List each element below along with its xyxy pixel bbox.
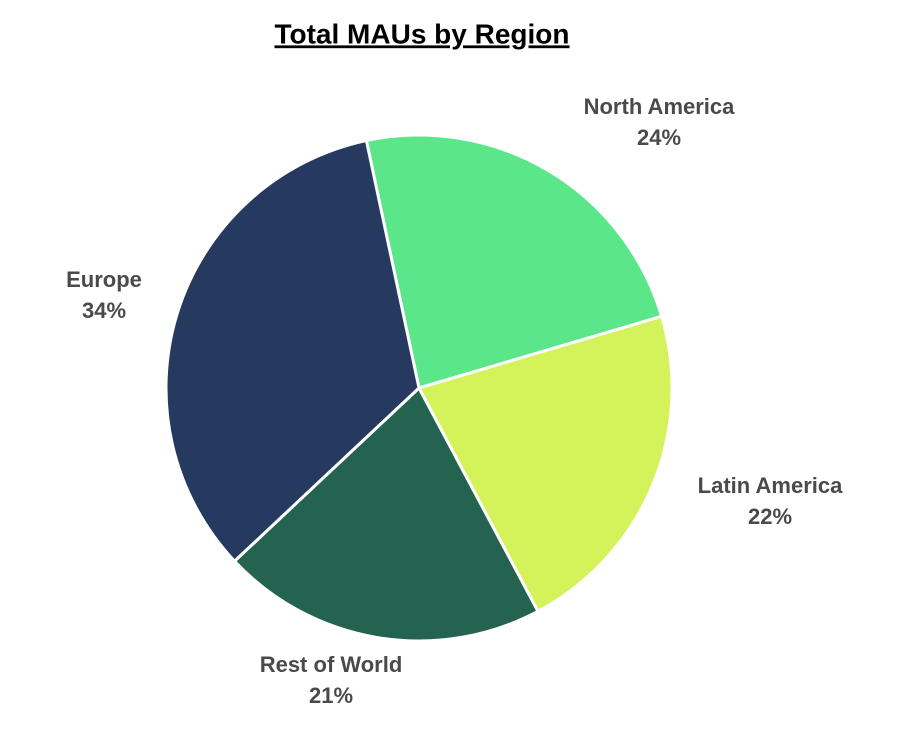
chart-title: Total MAUs by Region bbox=[274, 18, 569, 49]
pie-slice bbox=[364, 133, 664, 390]
slice-value-label: 34% bbox=[82, 298, 126, 323]
slice-value-label: 21% bbox=[309, 683, 353, 708]
slice-value-label: 24% bbox=[637, 125, 681, 150]
slice-label: Latin America bbox=[698, 473, 843, 498]
pie-slice bbox=[164, 138, 421, 564]
pie-slice bbox=[232, 385, 540, 643]
slice-value-label: 22% bbox=[748, 504, 792, 529]
slice-label: Rest of World bbox=[260, 652, 403, 677]
pie-slice bbox=[416, 314, 674, 614]
slice-label: North America bbox=[584, 94, 736, 119]
slice-label: Europe bbox=[66, 267, 142, 292]
